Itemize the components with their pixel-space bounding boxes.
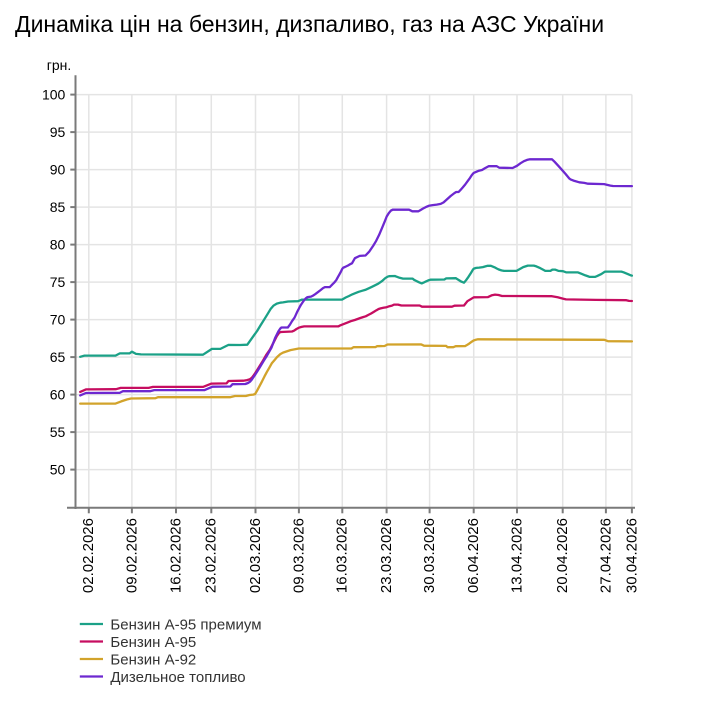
svg-text:02.02.2026: 02.02.2026 — [80, 518, 97, 593]
svg-text:20.04.2026: 20.04.2026 — [554, 518, 571, 593]
svg-text:100: 100 — [42, 87, 66, 103]
svg-text:95: 95 — [50, 124, 66, 140]
svg-text:23.03.2026: 23.03.2026 — [378, 518, 395, 593]
svg-text:75: 75 — [50, 274, 66, 290]
svg-text:09.02.2026: 09.02.2026 — [123, 518, 140, 593]
svg-text:09.03.2026: 09.03.2026 — [290, 518, 307, 593]
svg-text:16.02.2026: 16.02.2026 — [167, 518, 184, 593]
svg-text:13.04.2026: 13.04.2026 — [508, 518, 525, 593]
svg-text:23.02.2026: 23.02.2026 — [203, 518, 220, 593]
svg-text:Дизельное топливо: Дизельное топливо — [110, 669, 245, 686]
svg-text:02.03.2026: 02.03.2026 — [247, 518, 264, 593]
svg-text:30.04.2026: 30.04.2026 — [623, 518, 640, 593]
svg-text:80: 80 — [50, 237, 66, 253]
svg-text:27.04.2026: 27.04.2026 — [597, 518, 614, 593]
svg-text:Бензин А-92: Бензин А-92 — [110, 651, 196, 668]
svg-text:50: 50 — [50, 462, 66, 478]
svg-text:70: 70 — [50, 312, 66, 328]
svg-text:65: 65 — [50, 349, 66, 365]
svg-text:85: 85 — [50, 199, 66, 215]
svg-text:60: 60 — [50, 387, 66, 403]
svg-text:Бензин А-95: Бензин А-95 — [110, 634, 196, 651]
svg-text:грн.: грн. — [47, 57, 72, 73]
svg-text:Динаміка цін на бензин, дизпал: Динаміка цін на бензин, дизпаливо, газ н… — [15, 11, 604, 37]
svg-text:06.04.2026: 06.04.2026 — [465, 518, 482, 593]
svg-text:30.03.2026: 30.03.2026 — [421, 518, 438, 593]
svg-text:55: 55 — [50, 424, 66, 440]
svg-text:16.03.2026: 16.03.2026 — [334, 518, 351, 593]
svg-text:90: 90 — [50, 162, 66, 178]
svg-text:Бензин А-95 премиум: Бензин А-95 премиум — [110, 616, 261, 633]
